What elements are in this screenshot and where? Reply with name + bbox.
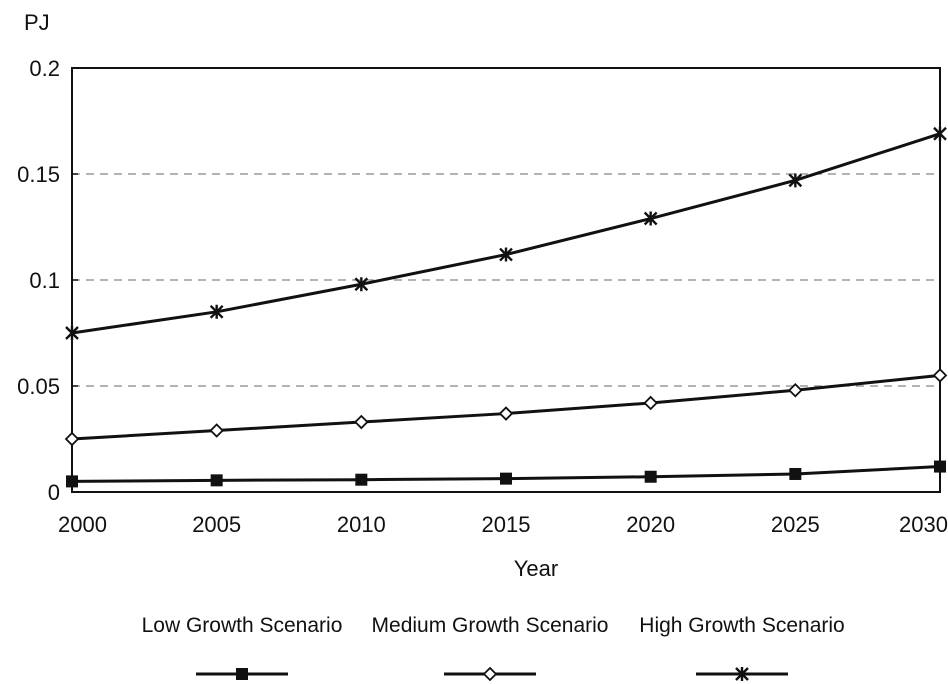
x-tick-label: 2000 [58,512,107,537]
x-tick-label: 2005 [192,512,241,537]
series [64,126,948,488]
star-marker [933,126,947,141]
diamond-marker [354,414,369,430]
series-group [66,460,946,488]
diamond-marker [64,431,80,447]
diamond-marker [209,423,224,438]
series-group [65,126,947,340]
x-axis-ticks: 2000 2005 2010 2015 2020 2025 2030 [58,512,948,537]
square-marker [789,467,802,480]
y-tick-label: 0.15 [17,162,60,187]
y-axis-label: PJ [24,10,50,35]
series-line [71,132,941,335]
square-marker [236,668,248,680]
grid-lines [72,173,940,387]
x-tick-label: 2025 [771,512,820,537]
star-marker [499,247,513,262]
star-marker [788,173,803,188]
star-marker [643,211,658,226]
y-tick-label: 0.2 [29,56,60,81]
square-marker [934,460,946,473]
square-marker [500,472,512,485]
x-tick-label: 2030 [899,512,948,537]
legend-label: High Growth Scenario [639,614,844,637]
diamond-marker [643,395,658,411]
legend-label: Medium Growth Scenario [372,614,609,637]
x-tick-label: 2010 [337,512,386,537]
square-marker [210,474,223,487]
star-marker [209,304,224,319]
y-tick-label: 0 [48,480,60,505]
y-tick-label: 0.05 [17,374,60,399]
diamond-marker [498,406,514,421]
square-marker [355,473,368,486]
star-marker [735,667,749,681]
star-marker [65,326,79,340]
diamond-marker [932,368,948,383]
star-marker [354,277,369,292]
series-group [64,368,948,447]
square-marker [644,470,657,483]
diamond-marker [788,382,803,398]
y-axis-ticks: 0 0.05 0.1 0.15 0.2 [17,56,78,505]
x-tick-label: 2015 [482,512,531,537]
x-tick-label: 2020 [626,512,675,537]
diamond-marker [482,666,498,682]
square-marker [66,475,78,488]
x-axis-label: Year [514,556,558,581]
y-tick-label: 0.1 [29,268,60,293]
legend: Low Growth Scenario Medium Growth Scenari… [142,614,845,682]
legend-label: Low Growth Scenario [142,614,343,637]
